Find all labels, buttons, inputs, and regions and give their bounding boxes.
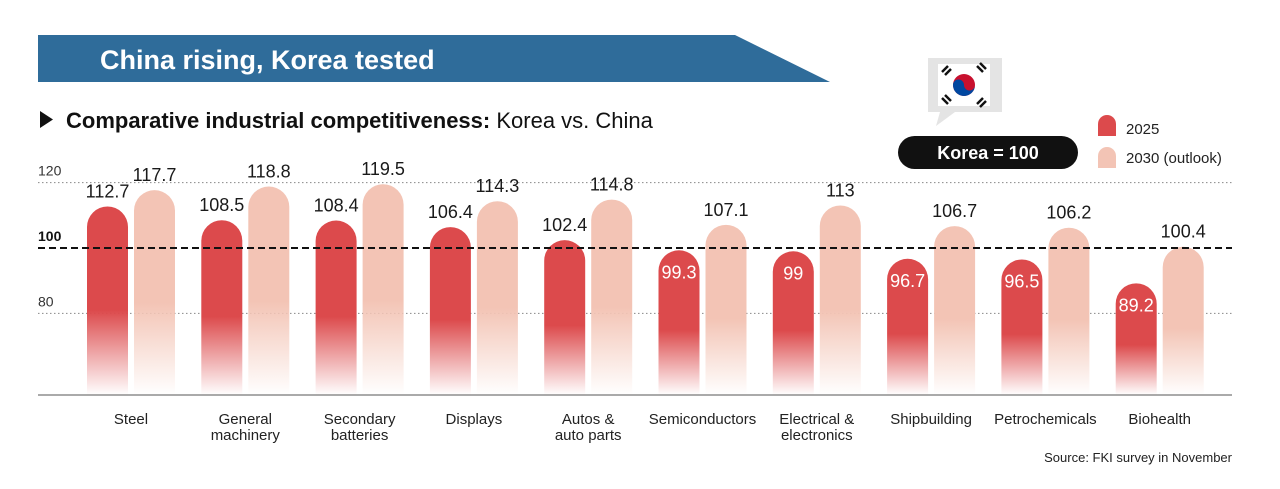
- legend-label-2025: 2025: [1126, 121, 1159, 138]
- bar-2025-0: [87, 206, 128, 395]
- bar-2025-5: [658, 250, 700, 395]
- korea-100-badge: [898, 136, 1078, 169]
- category-labels: Steel General machinery Secondary batteries D…: [114, 411, 1191, 444]
- bars: [87, 184, 1204, 395]
- value-label-2025-9: 89.2: [1119, 295, 1154, 315]
- bar-2025-4: [544, 240, 586, 395]
- category-label-5: Semiconductors: [649, 411, 757, 428]
- value-label-2030-1: 118.8: [247, 162, 291, 182]
- category-label-4: Autos & auto parts: [555, 411, 622, 444]
- value-label-2030-8: 106.2: [1046, 203, 1091, 223]
- category-label-0: Steel: [114, 411, 148, 428]
- y-tick-label-120: 120: [38, 163, 62, 179]
- category-label-7: Shipbuilding: [890, 411, 972, 428]
- bar-2030-3: [476, 201, 518, 395]
- korea-flag-icon: [928, 58, 1002, 126]
- category-label-8: Petrochemicals: [994, 411, 1097, 428]
- value-label-2030-4: 114.8: [590, 175, 634, 195]
- value-label-2030-3: 114.3: [476, 176, 520, 196]
- play-arrow-icon: [40, 111, 53, 128]
- category-label-6: Electrical & electronics: [779, 411, 854, 444]
- bar-2025-8: [1001, 259, 1043, 395]
- bar-2025-1: [201, 220, 243, 395]
- value-label-2030-5: 107.1: [703, 200, 748, 220]
- bar-2030-7: [934, 226, 976, 395]
- value-label-2025-3: 106.4: [428, 202, 473, 222]
- y-tick-label-100: 100: [38, 228, 62, 244]
- bar-2030-5: [705, 224, 747, 395]
- value-label-2030-6: 113: [826, 180, 855, 200]
- value-label-2025-5: 99.3: [661, 262, 696, 282]
- legend: 2025 2030 (outlook): [1098, 115, 1222, 168]
- bar-2025-2: [315, 220, 357, 395]
- subtitle-bold: Comparative industrial competitiveness:: [66, 108, 490, 133]
- title-banner: [38, 35, 830, 82]
- value-label-2030-0: 117.7: [133, 165, 177, 185]
- y-tick-label-80: 80: [38, 293, 54, 309]
- bar-2025-6: [772, 251, 814, 395]
- value-label-2030-2: 119.5: [361, 159, 405, 179]
- bar-2030-8: [1048, 227, 1090, 395]
- value-label-2025-8: 96.5: [1004, 271, 1039, 291]
- bar-2030-4: [591, 199, 633, 395]
- category-label-3: Displays: [446, 411, 503, 428]
- bar-2025-9: [1115, 283, 1157, 395]
- source-note: Source: FKI survey in November: [1044, 450, 1233, 465]
- legend-label-2030: 2030 (outlook): [1126, 150, 1222, 167]
- subtitle-rest: Korea vs. China: [490, 108, 653, 133]
- bar-2025-7: [887, 258, 929, 395]
- legend-swatch-2025: [1098, 115, 1116, 136]
- value-label-2025-1: 108.5: [199, 195, 244, 215]
- bar-2030-0: [134, 190, 175, 395]
- value-label-2025-4: 102.4: [542, 215, 587, 235]
- bar-2030-2: [362, 184, 404, 395]
- bar-2030-6: [819, 205, 861, 395]
- value-label-2025-7: 96.7: [890, 271, 925, 291]
- bar-2030-9: [1162, 246, 1204, 395]
- chart-title: China rising, Korea tested: [100, 45, 435, 75]
- y-axis-ticks: 120 100 80: [38, 163, 62, 310]
- value-label-2025-6: 99: [783, 263, 803, 283]
- category-label-2: Secondary batteries: [324, 411, 396, 444]
- category-label-1: General machinery: [211, 411, 281, 444]
- category-label-9: Biohealth: [1128, 411, 1191, 428]
- value-label-2030-9: 100.4: [1161, 222, 1206, 242]
- chart-subtitle: Comparative industrial competitiveness: …: [66, 108, 654, 133]
- legend-swatch-2030: [1098, 147, 1116, 168]
- korea-100-label: Korea = 100: [937, 143, 1039, 163]
- bar-2025-3: [429, 227, 471, 395]
- value-label-2025-2: 108.4: [314, 196, 359, 216]
- value-label-2030-7: 106.7: [932, 201, 977, 221]
- bar-2030-1: [248, 186, 290, 395]
- value-label-2025-0: 112.7: [86, 181, 130, 201]
